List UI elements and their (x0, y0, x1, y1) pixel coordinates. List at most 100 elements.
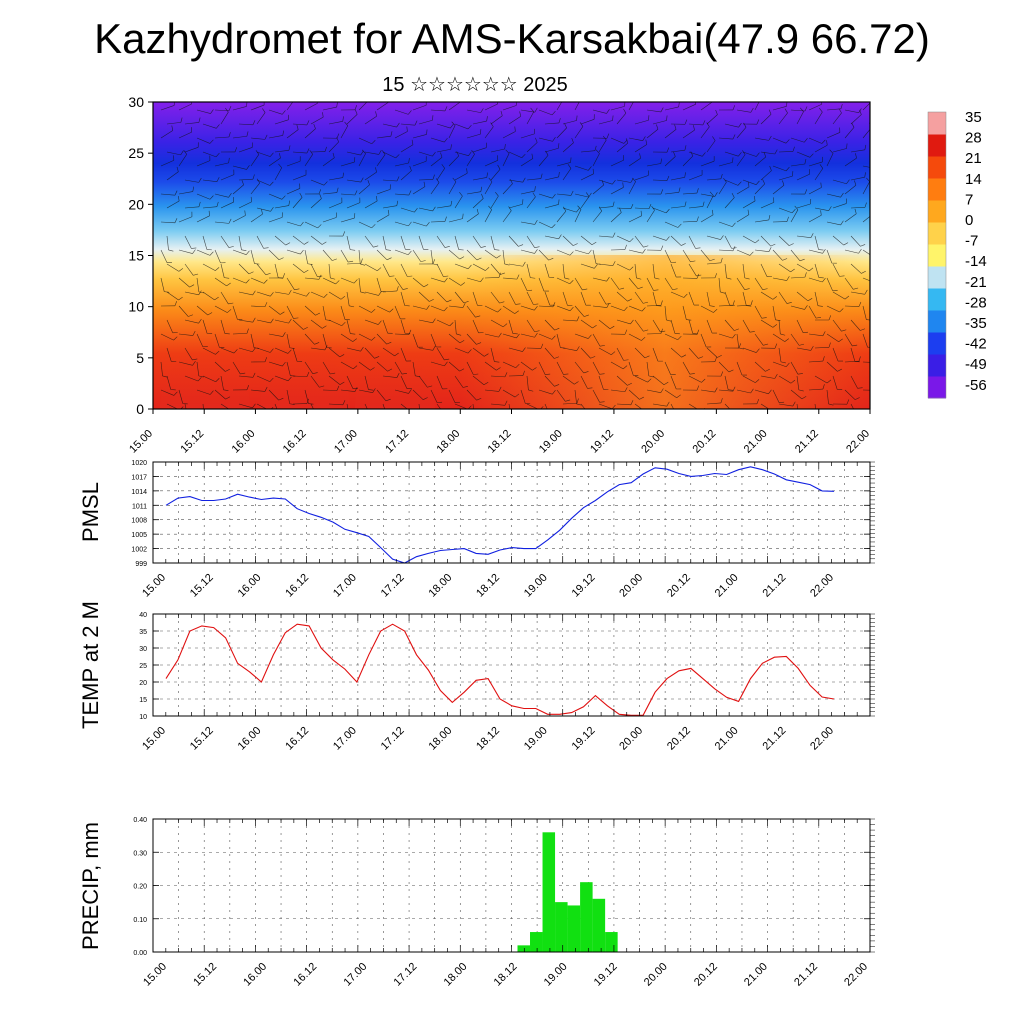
wind-barb (214, 136, 229, 139)
colorbar-segment (928, 266, 946, 289)
wind-barb-feather (637, 286, 643, 290)
wind-barb-feather (342, 231, 346, 237)
wind-barb (562, 319, 577, 322)
wind-barb (556, 162, 571, 167)
cross-section-x-tick-label: 15.12 (178, 428, 206, 456)
wind-barb (634, 263, 637, 278)
wind-barb-feather (601, 180, 604, 186)
wind-barb (562, 207, 577, 213)
wind-barb-feather (630, 319, 634, 325)
wind-barb-feather (162, 375, 168, 378)
wind-barb-feather (459, 368, 465, 372)
wind-barb-feather (774, 343, 778, 349)
wind-barb-feather (246, 131, 249, 137)
wind-barb-feather (335, 280, 340, 285)
wind-barb (178, 305, 189, 317)
wind-barb-feather (278, 397, 284, 401)
wind-barb-feather (521, 154, 526, 158)
wind-barb (358, 389, 373, 393)
wind-barb-feather (314, 342, 320, 345)
wind-barb-feather (176, 166, 179, 172)
wind-barb-feather (349, 305, 355, 308)
wind-barb (436, 148, 451, 153)
wind-barb-feather (402, 288, 408, 290)
wind-barb-feather (532, 192, 536, 198)
wind-barb-feather (198, 291, 204, 294)
wind-barb-feather (606, 302, 610, 308)
wind-barb (826, 132, 840, 139)
wind-barb (862, 249, 870, 255)
wind-barb-feather (459, 191, 463, 197)
wind-barb (556, 305, 571, 312)
wind-barb-feather (720, 257, 723, 263)
wind-barb (394, 333, 410, 335)
wind-barb (772, 277, 787, 281)
wind-barb (772, 361, 787, 368)
wind-barb-feather (480, 246, 486, 248)
wind-barb-feather (854, 208, 857, 214)
colorbar-label: 0 (965, 212, 973, 229)
wind-barb-feather (246, 165, 250, 170)
wind-barb-feather (386, 257, 392, 261)
wind-barb (196, 277, 200, 292)
wind-barb (490, 347, 495, 362)
wind-barb (448, 249, 460, 260)
wind-barb-feather (192, 358, 198, 361)
wind-barb (448, 333, 461, 344)
colorbar-segment (928, 222, 946, 245)
wind-barb-feather (672, 288, 678, 291)
wind-barb-feather (289, 403, 295, 405)
wind-barb (862, 333, 868, 348)
wind-barb (178, 216, 193, 223)
wind-barb (526, 196, 536, 209)
precip-bar (605, 932, 618, 952)
wind-barb (286, 389, 290, 404)
pmsl-x-tick-label: 19.12 (570, 572, 598, 600)
wind-barb (322, 106, 337, 111)
wind-barb (736, 127, 747, 139)
wind-barb-feather (750, 388, 754, 394)
cross-section-x-tick-label: 17.12 (383, 428, 411, 456)
wind-barb (814, 168, 824, 181)
wind-barb-feather (785, 139, 790, 144)
wind-barb (592, 153, 600, 167)
wind-barb (772, 333, 785, 342)
wind-barb-feather (317, 224, 322, 229)
wind-barb-feather (804, 305, 808, 310)
wind-barb (184, 206, 199, 209)
wind-barb (538, 249, 549, 261)
wind-barb-feather (372, 388, 376, 393)
wind-barb-feather (499, 301, 505, 304)
wind-barb (724, 291, 730, 306)
wind-barb-feather (790, 268, 795, 273)
wind-barb (844, 157, 857, 167)
wind-barb-feather (677, 223, 682, 228)
wind-barb (268, 217, 283, 223)
wind-barb-feather (720, 371, 724, 377)
wind-barb (772, 106, 787, 111)
wind-barb (664, 361, 671, 375)
wind-barb (430, 305, 445, 312)
wind-barb-feather (877, 386, 879, 391)
wind-barb-feather (744, 277, 750, 280)
wind-barb (664, 277, 673, 290)
wind-barb-feather (387, 209, 390, 215)
precip-bar (530, 932, 543, 952)
precip-x-tick-label: 15.00 (141, 961, 169, 989)
wind-barb (418, 119, 433, 125)
wind-barb-feather (611, 351, 616, 356)
wind-barb-feather (476, 257, 482, 261)
cross-section-y-tick-label: 20 (128, 196, 144, 212)
wind-barb (610, 106, 625, 111)
wind-barb-feather (516, 274, 520, 280)
wind-barb-feather (656, 124, 659, 130)
wind-barb-feather (528, 389, 534, 392)
wind-barb-feather (715, 109, 718, 115)
wind-barb (466, 213, 479, 223)
wind-barb (346, 319, 351, 334)
wind-barb-feather (644, 355, 650, 359)
wind-barb-feather (749, 251, 754, 256)
